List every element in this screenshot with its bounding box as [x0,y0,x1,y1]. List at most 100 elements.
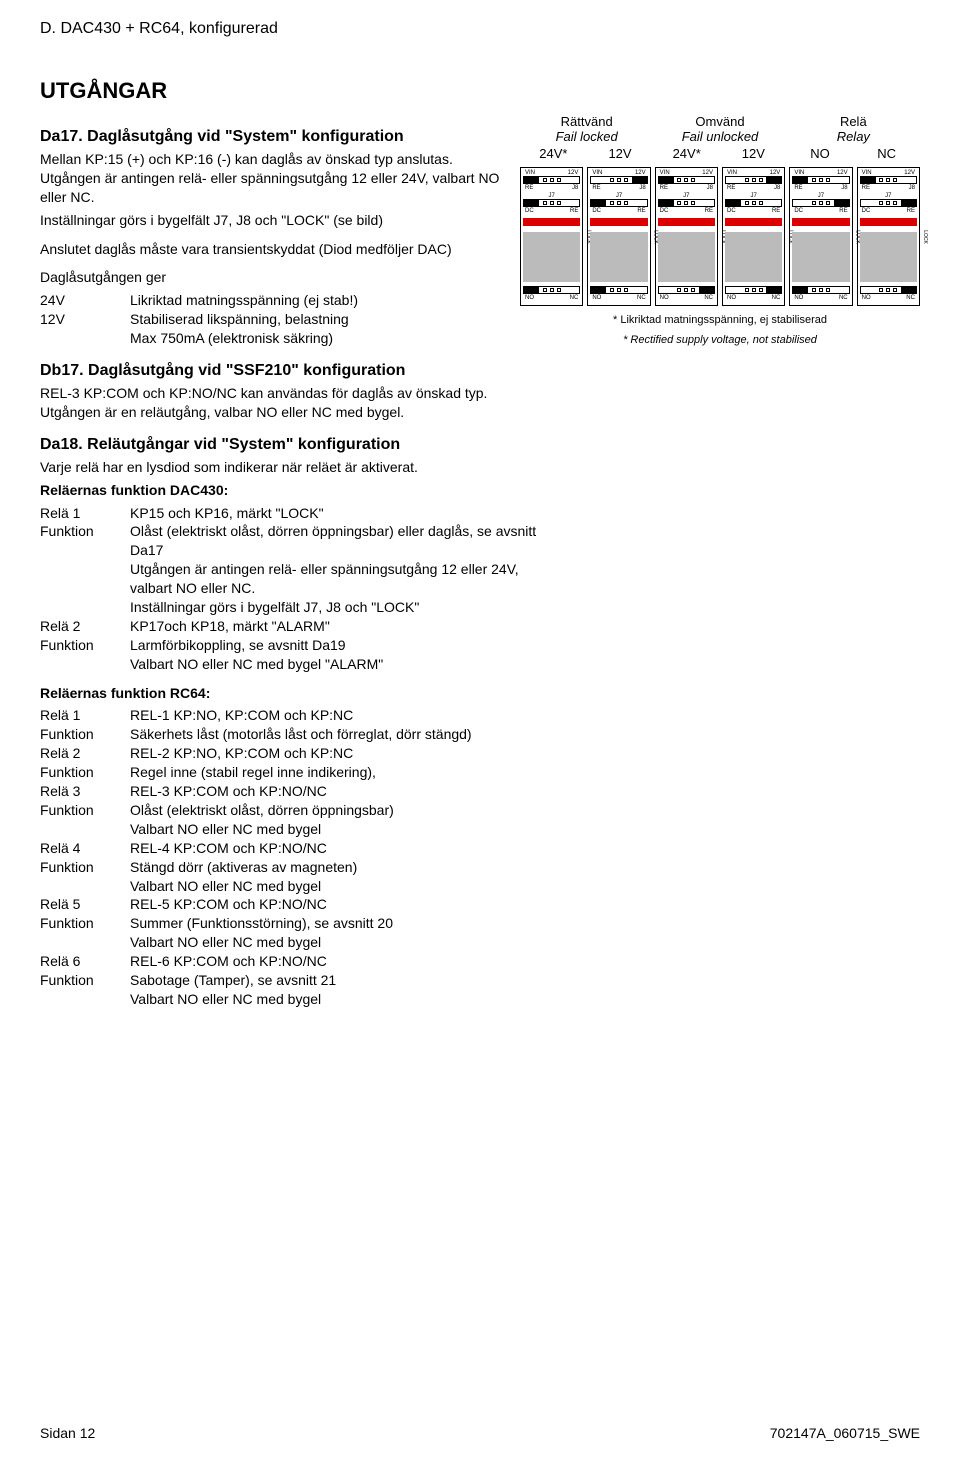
da17-title: Da17. Daglåsutgång vid "System" konfigur… [40,128,500,146]
dac-val-6: Valbart NO eller NC med bygel "ALARM" [130,655,560,674]
rc-key-12 [40,933,130,952]
diag-subheader-4: NO [787,144,854,163]
dac-val-5: Larmförbikoppling, se avsnitt Da19 [130,636,560,655]
dac-row-4: Relä 2KP17och KP18, märkt "ALARM" [40,617,560,636]
module-5: VIN12V REJ8J7 DCRE NONCLOCK [857,167,920,306]
da17-row1-val: Likriktad matningsspänning (ej stab!) [130,291,500,310]
diag-group-2: Omvänd Fail unlocked [653,114,786,144]
rc-key-14: Funktion [40,971,130,990]
footer-right: 702147A_060715_SWE [770,1425,920,1441]
dac-key-3 [40,598,130,617]
dac-row-5: FunktionLarmförbikoppling, se avsnitt Da… [40,636,560,655]
da17-row3: Max 750mA (elektronisk säkring) [40,329,500,348]
rc-val-6: Valbart NO eller NC med bygel [130,820,560,839]
rc-row-0: Relä 1REL-1 KP:NO, KP:COM och KP:NC [40,706,560,725]
rc-key-5: Funktion [40,801,130,820]
rc-val-13: REL-6 KP:COM och KP:NO/NC [130,952,560,971]
rc-row-15: Valbart NO eller NC med bygel [40,990,560,1009]
dac-row-1: FunktionOlåst (elektriskt olåst, dörren … [40,522,560,560]
rc-key-11: Funktion [40,914,130,933]
rc-key-7: Relä 4 [40,839,130,858]
section-title: UTGÅNGAR [40,78,920,104]
rc-val-14: Sabotage (Tamper), se avsnitt 21 [130,971,560,990]
footer-left: Sidan 12 [40,1425,95,1441]
rc-val-10: REL-5 KP:COM och KP:NO/NC [130,895,560,914]
dac-row-0: Relä 1KP15 och KP16, märkt "LOCK" [40,504,560,523]
rc-row-11: FunktionSummer (Funktionsstörning), se a… [40,914,560,933]
rc-val-2: REL-2 KP:NO, KP:COM och KP:NC [130,744,560,763]
da17-row2-key: 12V [40,310,130,329]
diag-g3-l1: Relä [787,114,920,129]
rc-row-4: Relä 3REL-3 KP:COM och KP:NO/NC [40,782,560,801]
module-1: VIN12V REJ8J7 DCRE NONCLOCK [587,167,650,306]
dac-key-2 [40,560,130,598]
rc-key-0: Relä 1 [40,706,130,725]
da17-p3: Anslutet daglås måste vara transientskyd… [40,240,500,259]
rc-key-2: Relä 2 [40,744,130,763]
rc-val-8: Stängd dörr (aktiveras av magneten) [130,858,560,877]
module-4: VIN12V REJ8J7 DCRE NONCLOCK [789,167,852,306]
rc-row-9: Valbart NO eller NC med bygel [40,877,560,896]
da17-p1: Mellan KP:15 (+) och KP:16 (-) kan daglå… [40,150,500,207]
diag-group-1: Rättvänd Fail locked [520,114,653,144]
da18-sub-dac: Reläernas funktion DAC430: [40,481,920,500]
page-footer: Sidan 12 702147A_060715_SWE [40,1425,920,1441]
module-3: VIN12V REJ8J7 DCRE NONCLOCK [722,167,785,306]
rc-key-9 [40,877,130,896]
da17-row1-key: 24V [40,291,130,310]
rc-row-5: FunktionOlåst (elektriskt olåst, dörren … [40,801,560,820]
module-2: VIN12V REJ8J7 DCRE NONCLOCK [655,167,718,306]
diag-subheader-1: 12V [587,144,654,163]
da17-row1: 24V Likriktad matningsspänning (ej stab!… [40,291,500,310]
da17-p2: Inställningar görs i bygelfält J7, J8 oc… [40,211,500,230]
dac-key-5: Funktion [40,636,130,655]
da18-title: Da18. Reläutgångar vid "System" konfigur… [40,436,920,454]
dac-row-2: Utgången är antingen relä- eller spännin… [40,560,560,598]
dac-key-1: Funktion [40,522,130,560]
rc-key-6 [40,820,130,839]
module-0: VIN12V REJ8J7 DCRE NONCLOCK [520,167,583,306]
rc-row-3: FunktionRegel inne (stabil regel inne in… [40,763,560,782]
diag-subheader-0: 24V* [520,144,587,163]
da18-p1: Varje relä har en lysdiod som indikerar … [40,458,920,477]
rc-val-7: REL-4 KP:COM och KP:NO/NC [130,839,560,858]
dac-val-0: KP15 och KP16, märkt "LOCK" [130,504,560,523]
diag-g3-l2: Relay [787,129,920,144]
rc-val-15: Valbart NO eller NC med bygel [130,990,560,1009]
rc-row-10: Relä 5REL-5 KP:COM och KP:NO/NC [40,895,560,914]
dac-key-6 [40,655,130,674]
rc-key-4: Relä 3 [40,782,130,801]
page-header: D. DAC430 + RC64, konfigurerad [40,20,920,38]
diag-g1-l2: Fail locked [520,129,653,144]
diag-subheader-2: 24V* [653,144,720,163]
jumper-diagram: Rättvänd Fail locked Omvänd Fail unlocke… [520,114,920,346]
da17-row2: 12V Stabiliserad likspänning, belastning [40,310,500,329]
diag-footnote2: * Rectified supply voltage, not stabilis… [520,334,920,346]
diag-g2-l1: Omvänd [653,114,786,129]
da18-sub-rc: Reläernas funktion RC64: [40,684,920,703]
rc-row-14: FunktionSabotage (Tamper), se avsnitt 21 [40,971,560,990]
rc-key-10: Relä 5 [40,895,130,914]
rc-val-0: REL-1 KP:NO, KP:COM och KP:NC [130,706,560,725]
rc-key-3: Funktion [40,763,130,782]
db17-p1: REL-3 KP:COM och KP:NO/NC kan användas f… [40,384,500,422]
rc-val-4: REL-3 KP:COM och KP:NO/NC [130,782,560,801]
rc-key-15 [40,990,130,1009]
rc-key-1: Funktion [40,725,130,744]
rc-row-13: Relä 6REL-6 KP:COM och KP:NO/NC [40,952,560,971]
diag-g2-l2: Fail unlocked [653,129,786,144]
diag-g1-l1: Rättvänd [520,114,653,129]
dac-val-3: Inställningar görs i bygelfält J7, J8 oc… [130,598,560,617]
diag-subheader-5: NC [853,144,920,163]
dac-row-3: Inställningar görs i bygelfält J7, J8 oc… [40,598,560,617]
rc-val-3: Regel inne (stabil regel inne indikering… [130,763,560,782]
rc-row-7: Relä 4REL-4 KP:COM och KP:NO/NC [40,839,560,858]
rc-row-12: Valbart NO eller NC med bygel [40,933,560,952]
rc-val-11: Summer (Funktionsstörning), se avsnitt 2… [130,914,560,933]
dac-row-6: Valbart NO eller NC med bygel "ALARM" [40,655,560,674]
diag-footnote1: * Likriktad matningsspänning, ej stabili… [520,314,920,326]
dac-val-4: KP17och KP18, märkt "ALARM" [130,617,560,636]
dac-key-0: Relä 1 [40,504,130,523]
diag-subheader-3: 12V [720,144,787,163]
da17-row3-val: Max 750mA (elektronisk säkring) [130,329,500,348]
